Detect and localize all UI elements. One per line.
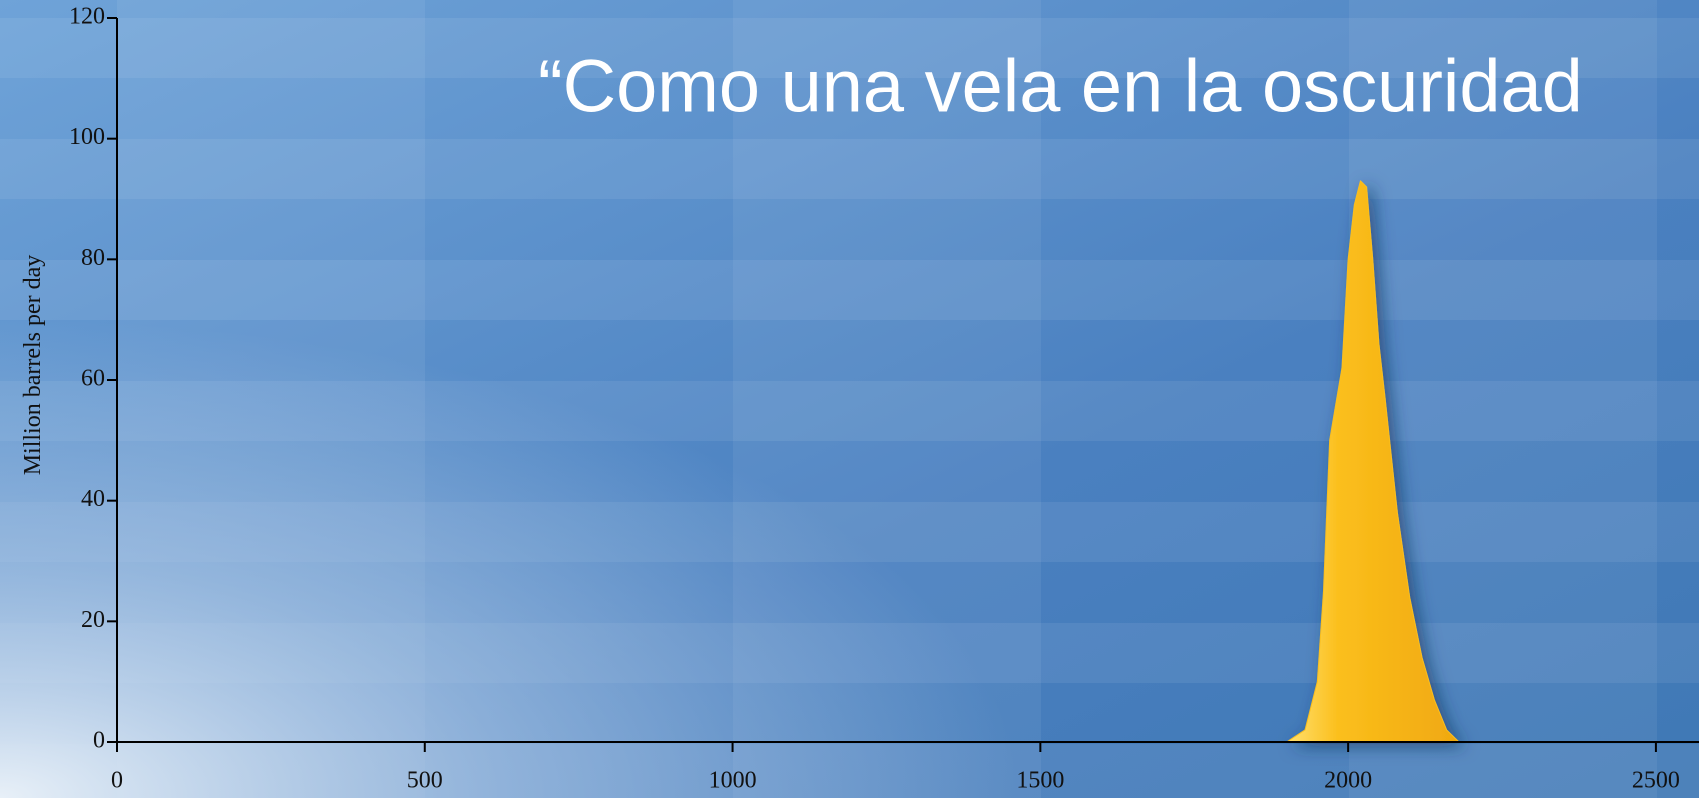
chart-title: “Como una vela en la oscuridad [538,45,1583,128]
y-tick-label: 120 [69,4,105,30]
y-axis-label: Million barrels per day [20,255,46,476]
x-tick-label: 1500 [1016,768,1064,794]
x-tick-label: 2000 [1324,768,1372,794]
y-tick-label: 0 [93,728,105,754]
y-tick-label: 100 [69,124,105,150]
x-tick-label: 500 [407,768,443,794]
y-tick-label: 60 [81,366,105,392]
y-tick-label: 40 [81,486,105,512]
x-tick-label: 2500 [1632,768,1680,794]
x-tick-label: 1000 [709,768,757,794]
y-tick-label: 20 [81,607,105,633]
x-tick-label: 0 [111,768,123,794]
y-tick-label: 80 [81,245,105,271]
area [1286,180,1460,743]
